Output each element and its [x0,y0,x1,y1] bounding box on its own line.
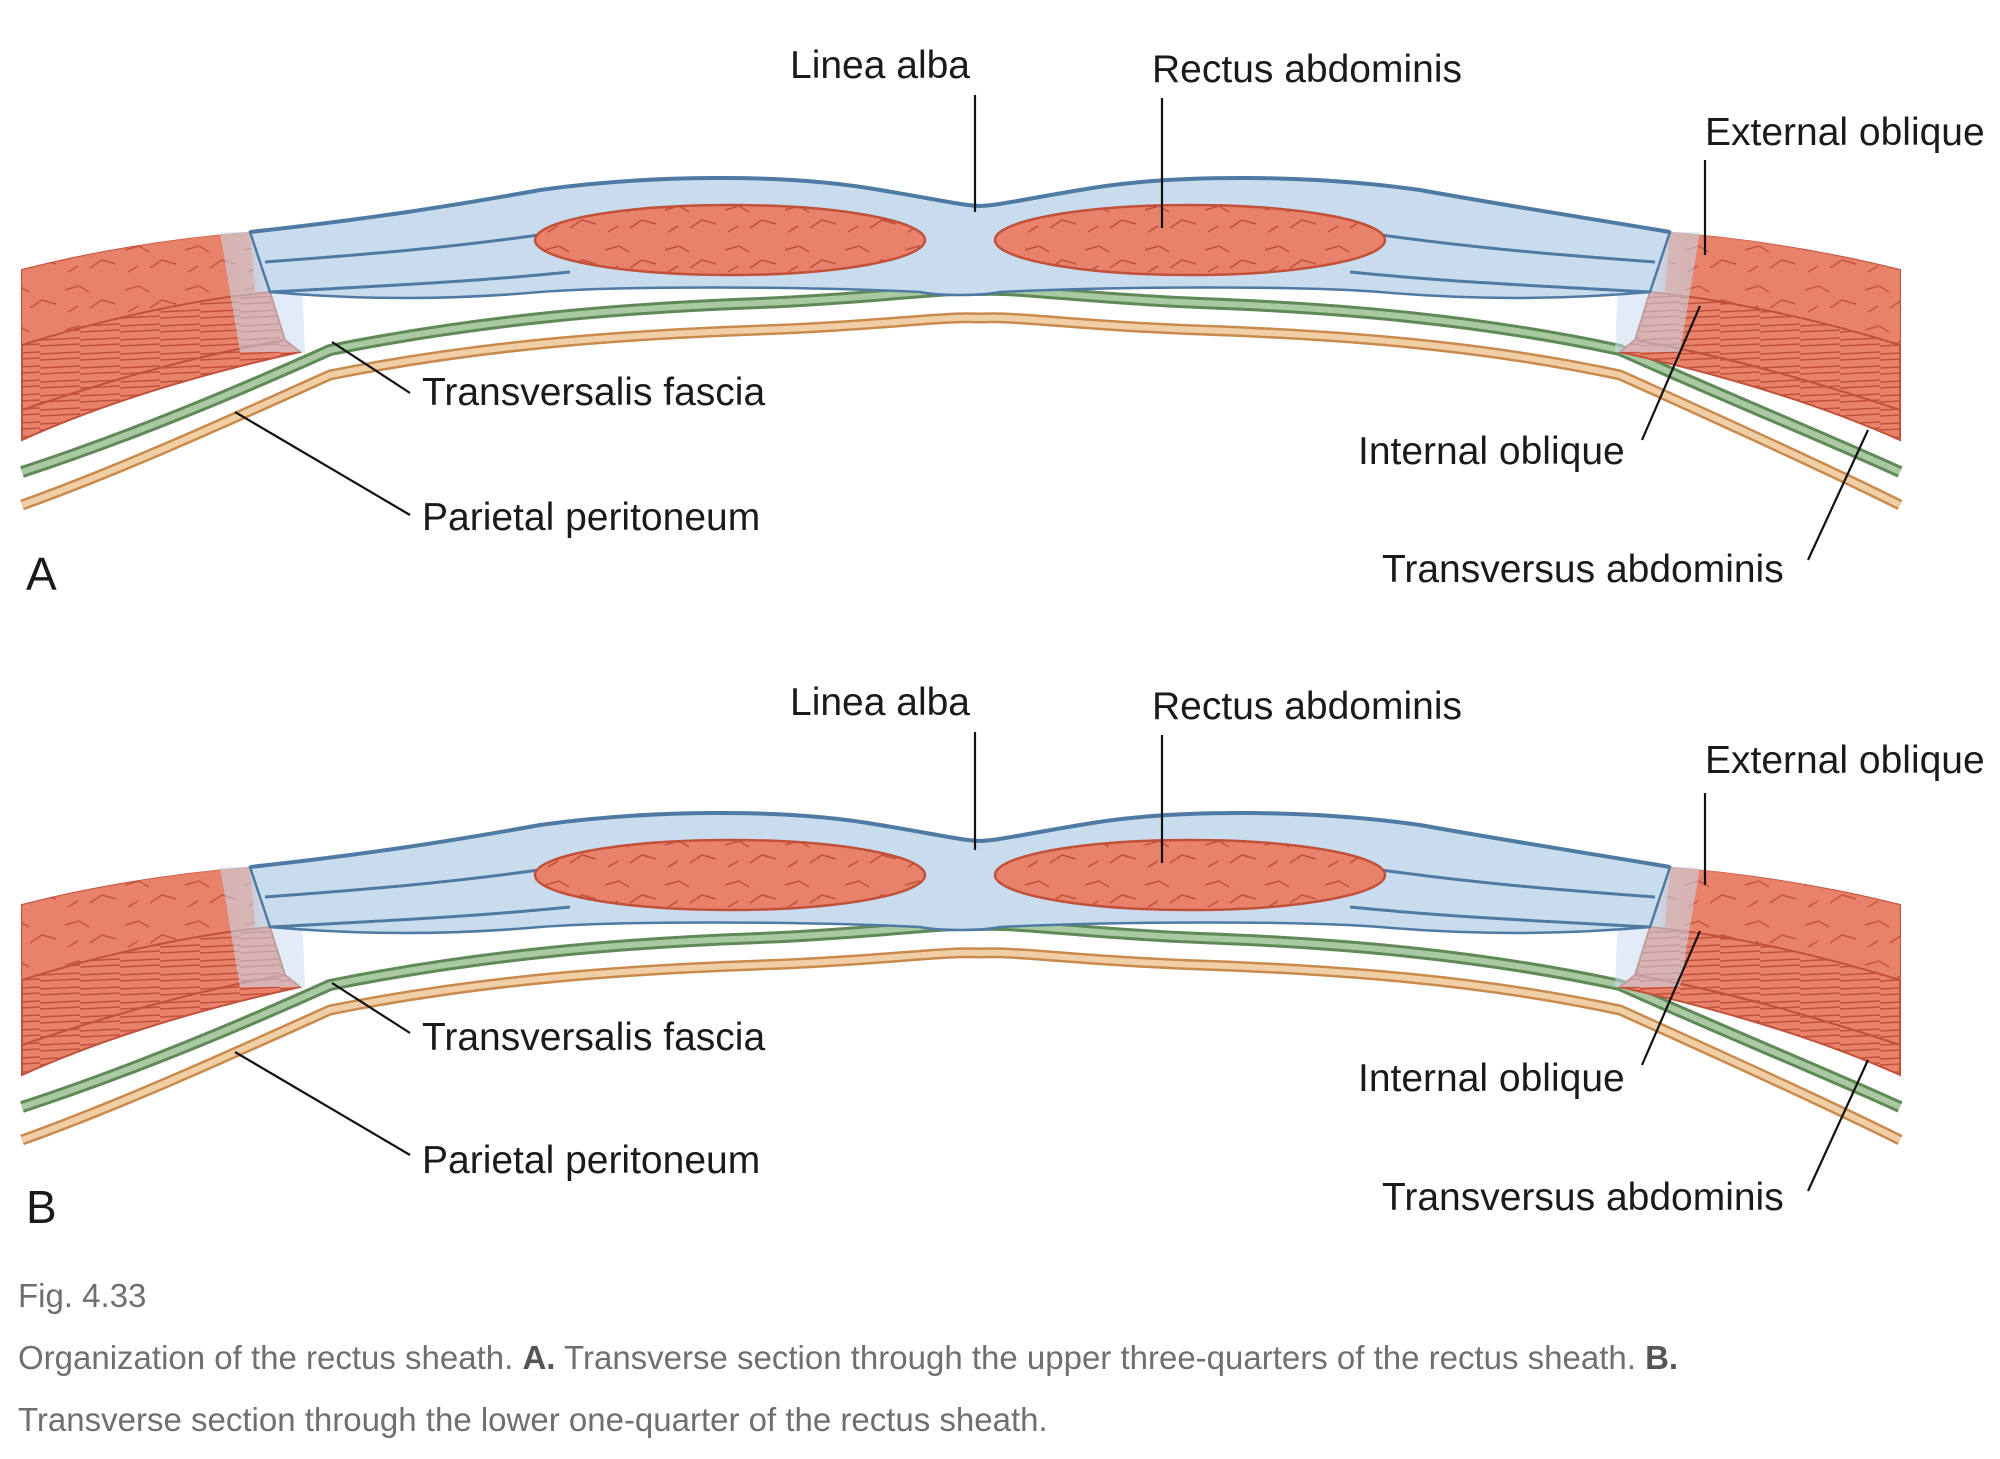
label-parietal-peritoneum: Parietal peritoneum [422,496,760,539]
label-rectus-abdominis: Rectus abdominis [1152,685,1462,728]
leader-peritoneum-a [234,411,411,516]
leader-transversus-a [1807,429,1869,561]
label-transversus-abdominis: Transversus abdominis [1382,1176,1784,1219]
label-transversalis-fascia: Transversalis fascia [422,371,765,414]
panel-letter-b: B [26,1181,57,1233]
caption-text-1: Organization of the rectus sheath. [18,1339,523,1376]
label-external-oblique: External oblique [1705,739,1985,782]
caption-line-2: Transverse section through the lower one… [18,1401,1048,1438]
label-linea-alba: Linea alba [790,44,970,87]
caption-bold-b: B. [1645,1339,1679,1376]
caption-text-2: Transverse section through the upper thr… [555,1339,1646,1376]
leader-transversalis-a [331,341,411,394]
label-parietal-peritoneum: Parietal peritoneum [422,1139,760,1182]
caption-line-1: Organization of the rectus sheath. A. Tr… [18,1338,1678,1378]
leader-peritoneum-b [234,1051,411,1156]
leader-internal-oblique-b [1640,930,1702,1066]
label-transversus-abdominis: Transversus abdominis [1382,548,1784,591]
panel-letter-a: A [26,548,57,600]
label-internal-oblique: Internal oblique [1358,1057,1625,1100]
label-linea-alba: Linea alba [790,681,970,724]
leader-transversus-b [1806,1059,1870,1192]
label-rectus-abdominis: Rectus abdominis [1152,48,1462,91]
leader-transversalis-b [331,982,411,1034]
label-external-oblique: External oblique [1705,111,1985,154]
caption-bold-a: A. [522,1339,556,1376]
leader-internal-oblique-a [1640,305,1702,441]
label-internal-oblique: Internal oblique [1358,430,1625,473]
figure-number: Fig. 4.33 [18,1277,147,1314]
label-transversalis-fascia: Transversalis fascia [422,1016,765,1059]
panel-a: Linea alba Rectus abdominis External obl… [22,44,1985,600]
panel-b: Linea alba Rectus abdominis External obl… [22,681,1985,1233]
